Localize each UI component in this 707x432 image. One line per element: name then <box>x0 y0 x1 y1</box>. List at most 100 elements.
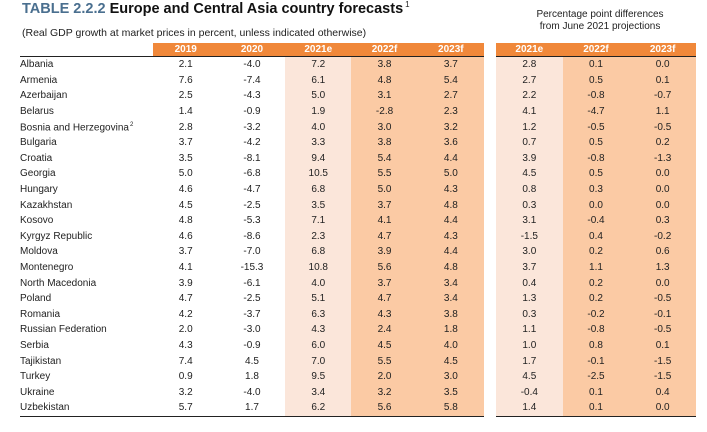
table-row: Bosnia and Herzegovina2 2.8 -3.2 4.0 3.0 3.2 <box>20 119 484 135</box>
growth-value-2021e: 6.8 <box>285 181 352 198</box>
country-label: Serbia <box>20 339 49 351</box>
country-name: Kosovo <box>20 213 153 229</box>
growth-value-2023f: 4.4 <box>417 150 484 167</box>
growth-value-2020: 1.7 <box>245 402 259 414</box>
table-row: 3.1 -0.4 0.3 <box>496 212 696 229</box>
difference-value-2022f: -2.5 <box>562 368 630 385</box>
growth-value-2019: 4.8 <box>178 215 193 227</box>
country-label: Hungary <box>20 184 58 196</box>
growth-value-2021e: 9.4 <box>285 150 352 167</box>
difference-value-2021e: 0.3 <box>496 306 563 323</box>
table-title: TABLE 2.2.2 Europe and Central Asia coun… <box>22 0 410 17</box>
difference-value-2022f: 0.1 <box>562 56 630 73</box>
growth-value-2019: 3.2 <box>178 386 193 398</box>
country-name: Turkey <box>20 369 153 385</box>
growth-value-2022f: 5.4 <box>351 150 418 167</box>
growth-value-2020: 1.8 <box>245 371 259 383</box>
growth-value-2020: -2.5 <box>243 199 261 211</box>
differences-title-line2: from June 2021 projections <box>539 21 661 32</box>
growth-value-2021e: 10.5 <box>285 166 352 182</box>
difference-value-2021e: 4.5 <box>496 368 563 385</box>
difference-value-2021e: 0.4 <box>496 275 563 291</box>
country-label: Armenia <box>20 74 58 86</box>
country-name: Ukraine <box>20 384 153 400</box>
growth-value-2023f: 4.4 <box>417 212 484 229</box>
growth-value-2022f: 5.5 <box>351 166 418 182</box>
growth-value-2019: 3.5 <box>178 152 193 164</box>
header-2019: 2019 <box>152 43 219 57</box>
country-label: Belarus <box>20 106 54 118</box>
table-row: Moldova 3.7 -7.0 6.8 3.9 4.4 <box>20 244 484 260</box>
growth-value-2021e: 6.2 <box>285 400 352 417</box>
growth-value-2022f: 4.7 <box>351 290 418 307</box>
growth-value-2022f: 5.6 <box>351 400 418 417</box>
country-name: Bosnia and Herzegovina2 <box>20 119 153 135</box>
difference-value-2022f: 1.1 <box>562 259 630 276</box>
table-row: Romania 4.2 -3.7 6.3 4.3 3.8 <box>20 306 484 323</box>
country-name: Armenia <box>20 73 153 89</box>
growth-value-2022f: 3.2 <box>351 384 418 401</box>
difference-value-2022f: -4.7 <box>562 103 630 120</box>
growth-value-2020: -4.7 <box>243 184 261 196</box>
growth-value-2020: -2.5 <box>243 293 261 305</box>
growth-value-2023f: 3.4 <box>417 275 484 291</box>
growth-value-2019: 7.4 <box>178 355 193 367</box>
growth-value-2019: 2.1 <box>178 59 193 71</box>
difference-value-2022f: 0.2 <box>562 275 630 291</box>
growth-value-2023f: 3.0 <box>417 368 484 385</box>
difference-value-2023f: -0.5 <box>629 290 696 307</box>
table-row: 1.3 0.2 -0.5 <box>496 290 696 307</box>
forecast-header-row: 2019 2020 2021e 2022f 2023f <box>20 43 484 57</box>
table-row: Azerbaijan 2.5 -4.3 5.0 3.1 2.7 <box>20 88 484 104</box>
forecast-table: 2019 2020 2021e 2022f 2023f Albania 2.1 -4… <box>20 43 484 417</box>
table-row: 3.0 0.2 0.6 <box>496 244 696 260</box>
growth-value-2019: 3.7 <box>178 137 193 149</box>
growth-value-2021e: 1.9 <box>285 103 352 120</box>
growth-value-2021e: 5.1 <box>285 290 352 307</box>
country-label: Kazakhstan <box>20 199 73 211</box>
growth-value-2023f: 5.4 <box>417 72 484 89</box>
table-row: 1.1 -0.8 -0.5 <box>496 322 696 338</box>
growth-value-2021e: 6.8 <box>285 244 352 260</box>
table-row: Hungary 4.6 -4.7 6.8 5.0 4.3 <box>20 181 484 198</box>
header-2020: 2020 <box>218 43 286 57</box>
difference-value-2023f: 0.0 <box>629 400 696 417</box>
growth-value-2019: 4.6 <box>178 230 193 242</box>
growth-value-2020: -6.1 <box>243 277 261 289</box>
country-name: Belarus <box>20 104 153 120</box>
growth-value-2020: -7.4 <box>243 74 261 86</box>
country-label: North Macedonia <box>20 277 97 289</box>
difference-value-2022f: -0.1 <box>562 353 630 369</box>
header-2022f: 2022f <box>351 43 418 57</box>
table-row: -0.4 0.1 0.4 <box>496 384 696 401</box>
table-row: Russian Federation 2.0 -3.0 4.3 2.4 1.8 <box>20 322 484 338</box>
growth-value-2020: 4.5 <box>245 355 259 367</box>
table-row: Kosovo 4.8 -5.3 7.1 4.1 4.4 <box>20 212 484 229</box>
growth-value-2021e: 2.3 <box>285 228 352 245</box>
difference-value-2022f: -0.8 <box>562 88 630 104</box>
growth-value-2022f: 2.0 <box>351 368 418 385</box>
growth-value-2023f: 1.8 <box>417 322 484 338</box>
growth-value-2022f: 5.6 <box>351 259 418 276</box>
growth-value-2020: -4.0 <box>243 59 261 71</box>
table-row: 1.2 -0.5 -0.5 <box>496 119 696 135</box>
growth-value-2019: 2.5 <box>178 90 193 102</box>
growth-value-2020: -4.0 <box>243 386 261 398</box>
table-row: Turkey 0.9 1.8 9.5 2.0 3.0 <box>20 368 484 385</box>
difference-value-2022f: -0.2 <box>562 306 630 323</box>
growth-value-2023f: 3.8 <box>417 306 484 323</box>
difference-value-2021e: 3.0 <box>496 244 563 260</box>
growth-value-2022f: 3.7 <box>351 197 418 213</box>
table-row: 2.8 0.1 0.0 <box>496 56 696 73</box>
growth-value-2022f: 4.7 <box>351 228 418 245</box>
growth-value-2019: 5.0 <box>178 168 193 180</box>
difference-value-2022f: 0.5 <box>562 166 630 182</box>
growth-value-2023f: 3.2 <box>417 119 484 135</box>
table-row: Albania 2.1 -4.0 7.2 3.8 3.7 <box>20 56 484 73</box>
country-label: Montenegro <box>20 262 74 274</box>
difference-value-2021e: 0.7 <box>496 134 563 151</box>
growth-value-2022f: 3.8 <box>351 56 418 73</box>
growth-value-2021e: 3.5 <box>285 197 352 213</box>
difference-value-2023f: -1.3 <box>629 150 696 167</box>
growth-value-2022f: 3.0 <box>351 119 418 135</box>
